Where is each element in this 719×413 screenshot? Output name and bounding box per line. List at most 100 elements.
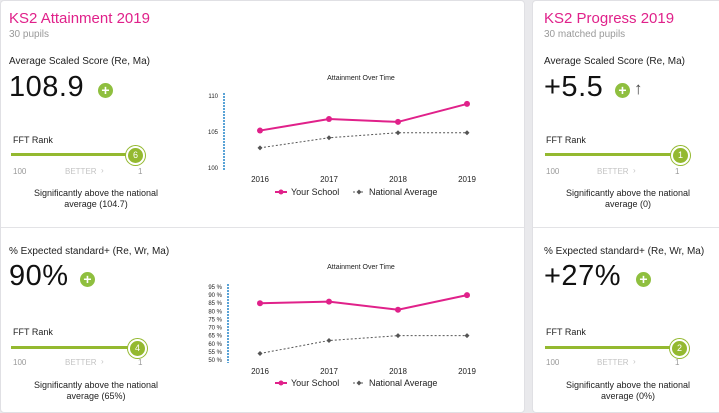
rank-scale-right: 1 [675,167,680,176]
your-school-point [464,292,470,299]
your-school-point [464,100,470,107]
metric-description: Significantly above the national average… [565,188,691,209]
y-tick-label: 110 [208,94,218,100]
y-tick-label: 55 % [208,350,222,356]
fft-rank-knob[interactable]: 1 [671,146,690,165]
y-tick-label: 75 % [208,317,222,323]
rank-scale-left: 100 [546,358,560,367]
section-divider [1,227,524,228]
better-label: BETTER [65,358,97,367]
metric-value: +27% [544,260,621,292]
y-tick-label: 60 % [208,342,222,348]
national-average-point [464,130,470,136]
plus-circle-icon: + [636,272,651,287]
fft-rank-label: FFT Rank [546,327,586,337]
fft-rank-fill [11,346,137,349]
progress-subtitle: 30 matched pupils [544,29,626,40]
x-tick-label: 2018 [389,367,407,376]
y-tick-label: 70 % [208,326,222,332]
better-label: BETTER [65,167,97,176]
your-school-point [395,306,401,313]
metric-value: +5.5 [544,71,604,103]
better-label: BETTER [597,358,629,367]
national-average-point [326,338,332,344]
your-school-point [257,127,263,134]
chart-title: Attainment Over Time [327,264,395,271]
rank-scale-right: 1 [675,358,680,367]
x-tick-label: 2019 [458,175,476,184]
y-tick-label: 90 % [208,293,222,299]
your-school-point [326,298,332,305]
legend-marker-your-school [278,380,284,386]
fft-rank-fill [11,153,135,156]
plus-circle-icon: + [615,83,630,98]
metric-label: % Expected standard+ (Re, Wr, Ma) [544,246,705,257]
attainment-panel: KS2 Attainment 2019 30 pupils Average Sc… [0,0,525,413]
national-average-line [259,132,467,149]
metric-description: Significantly above the national average… [33,188,159,209]
metric-label: Average Scaled Score (Re, Ma) [544,56,685,67]
your-school-line [259,294,468,311]
your-school-point [326,116,332,123]
rank-scale-left: 100 [546,167,560,176]
y-tick-label: 105 [208,130,219,136]
metric-description: Significantly above the national average… [565,380,691,401]
your-school-point [257,300,263,307]
chevron-right-icon: › [633,357,636,366]
metric-description: Significantly above the national average… [33,380,159,401]
fft-rank-fill [545,153,680,156]
fft-rank-knob[interactable]: 4 [128,339,147,358]
x-tick-label: 2016 [251,367,269,376]
metric-label: Average Scaled Score (Re, Ma) [9,56,150,67]
legend-label: Your School [291,378,339,388]
your-school-point [395,118,401,125]
plus-circle-icon: + [98,83,113,98]
rank-scale-right: 1 [138,358,143,367]
fft-rank-fill [545,346,679,349]
national-average-point [395,130,401,136]
national-average-point [395,333,401,339]
national-average-point [257,145,263,151]
national-average-point [326,135,332,141]
rank-scale-right: 1 [138,167,143,176]
national-average-point [464,333,470,339]
y-tick-label: 85 % [208,301,222,307]
fft-rank-knob[interactable]: 6 [126,146,145,165]
chevron-right-icon: › [101,166,104,175]
legend-marker-national-average [356,380,362,386]
chart-title: Attainment Over Time [327,75,395,82]
attainment-subtitle: 30 pupils [9,29,50,40]
up-arrow-icon: ↑ [634,79,643,98]
y-tick-label: 100 [208,166,219,172]
legend-marker-your-school [278,189,284,195]
y-tick-label: 80 % [208,309,222,315]
fft-rank-label: FFT Rank [13,135,53,145]
x-tick-label: 2016 [251,175,269,184]
metric-value: 90% [9,260,69,292]
national-average-line [259,335,467,355]
x-tick-label: 2017 [320,367,338,376]
legend-marker-national-average [356,189,362,195]
legend-label: National Average [369,187,437,197]
chevron-right-icon: › [633,166,636,175]
metric-label: % Expected standard+ (Re, Wr, Ma) [9,246,170,257]
section-divider [533,227,719,228]
better-label: BETTER [597,167,629,176]
progress-panel: KS2 Progress 2019 30 matched pupils Aver… [532,0,719,413]
legend-label: Your School [291,187,339,197]
rank-scale-left: 100 [13,167,27,176]
legend-label: National Average [369,378,437,388]
rank-scale-left: 100 [13,358,27,367]
metric-value: 108.9 [9,71,85,103]
attainment-title: KS2 Attainment 2019 [9,10,150,27]
y-tick-label: 50 % [208,358,222,364]
fft-rank-knob[interactable]: 2 [670,339,689,358]
fft-rank-label: FFT Rank [13,327,53,337]
x-tick-label: 2017 [320,175,338,184]
x-tick-label: 2018 [389,175,407,184]
progress-title: KS2 Progress 2019 [544,10,675,27]
attainment-over-time-chart: Attainment Over Time 95 % 90 % 85 % 80 % 75 %… [208,264,476,388]
y-tick-label: 65 % [208,334,222,340]
your-school-line [259,102,468,132]
fft-rank-label: FFT Rank [546,135,586,145]
